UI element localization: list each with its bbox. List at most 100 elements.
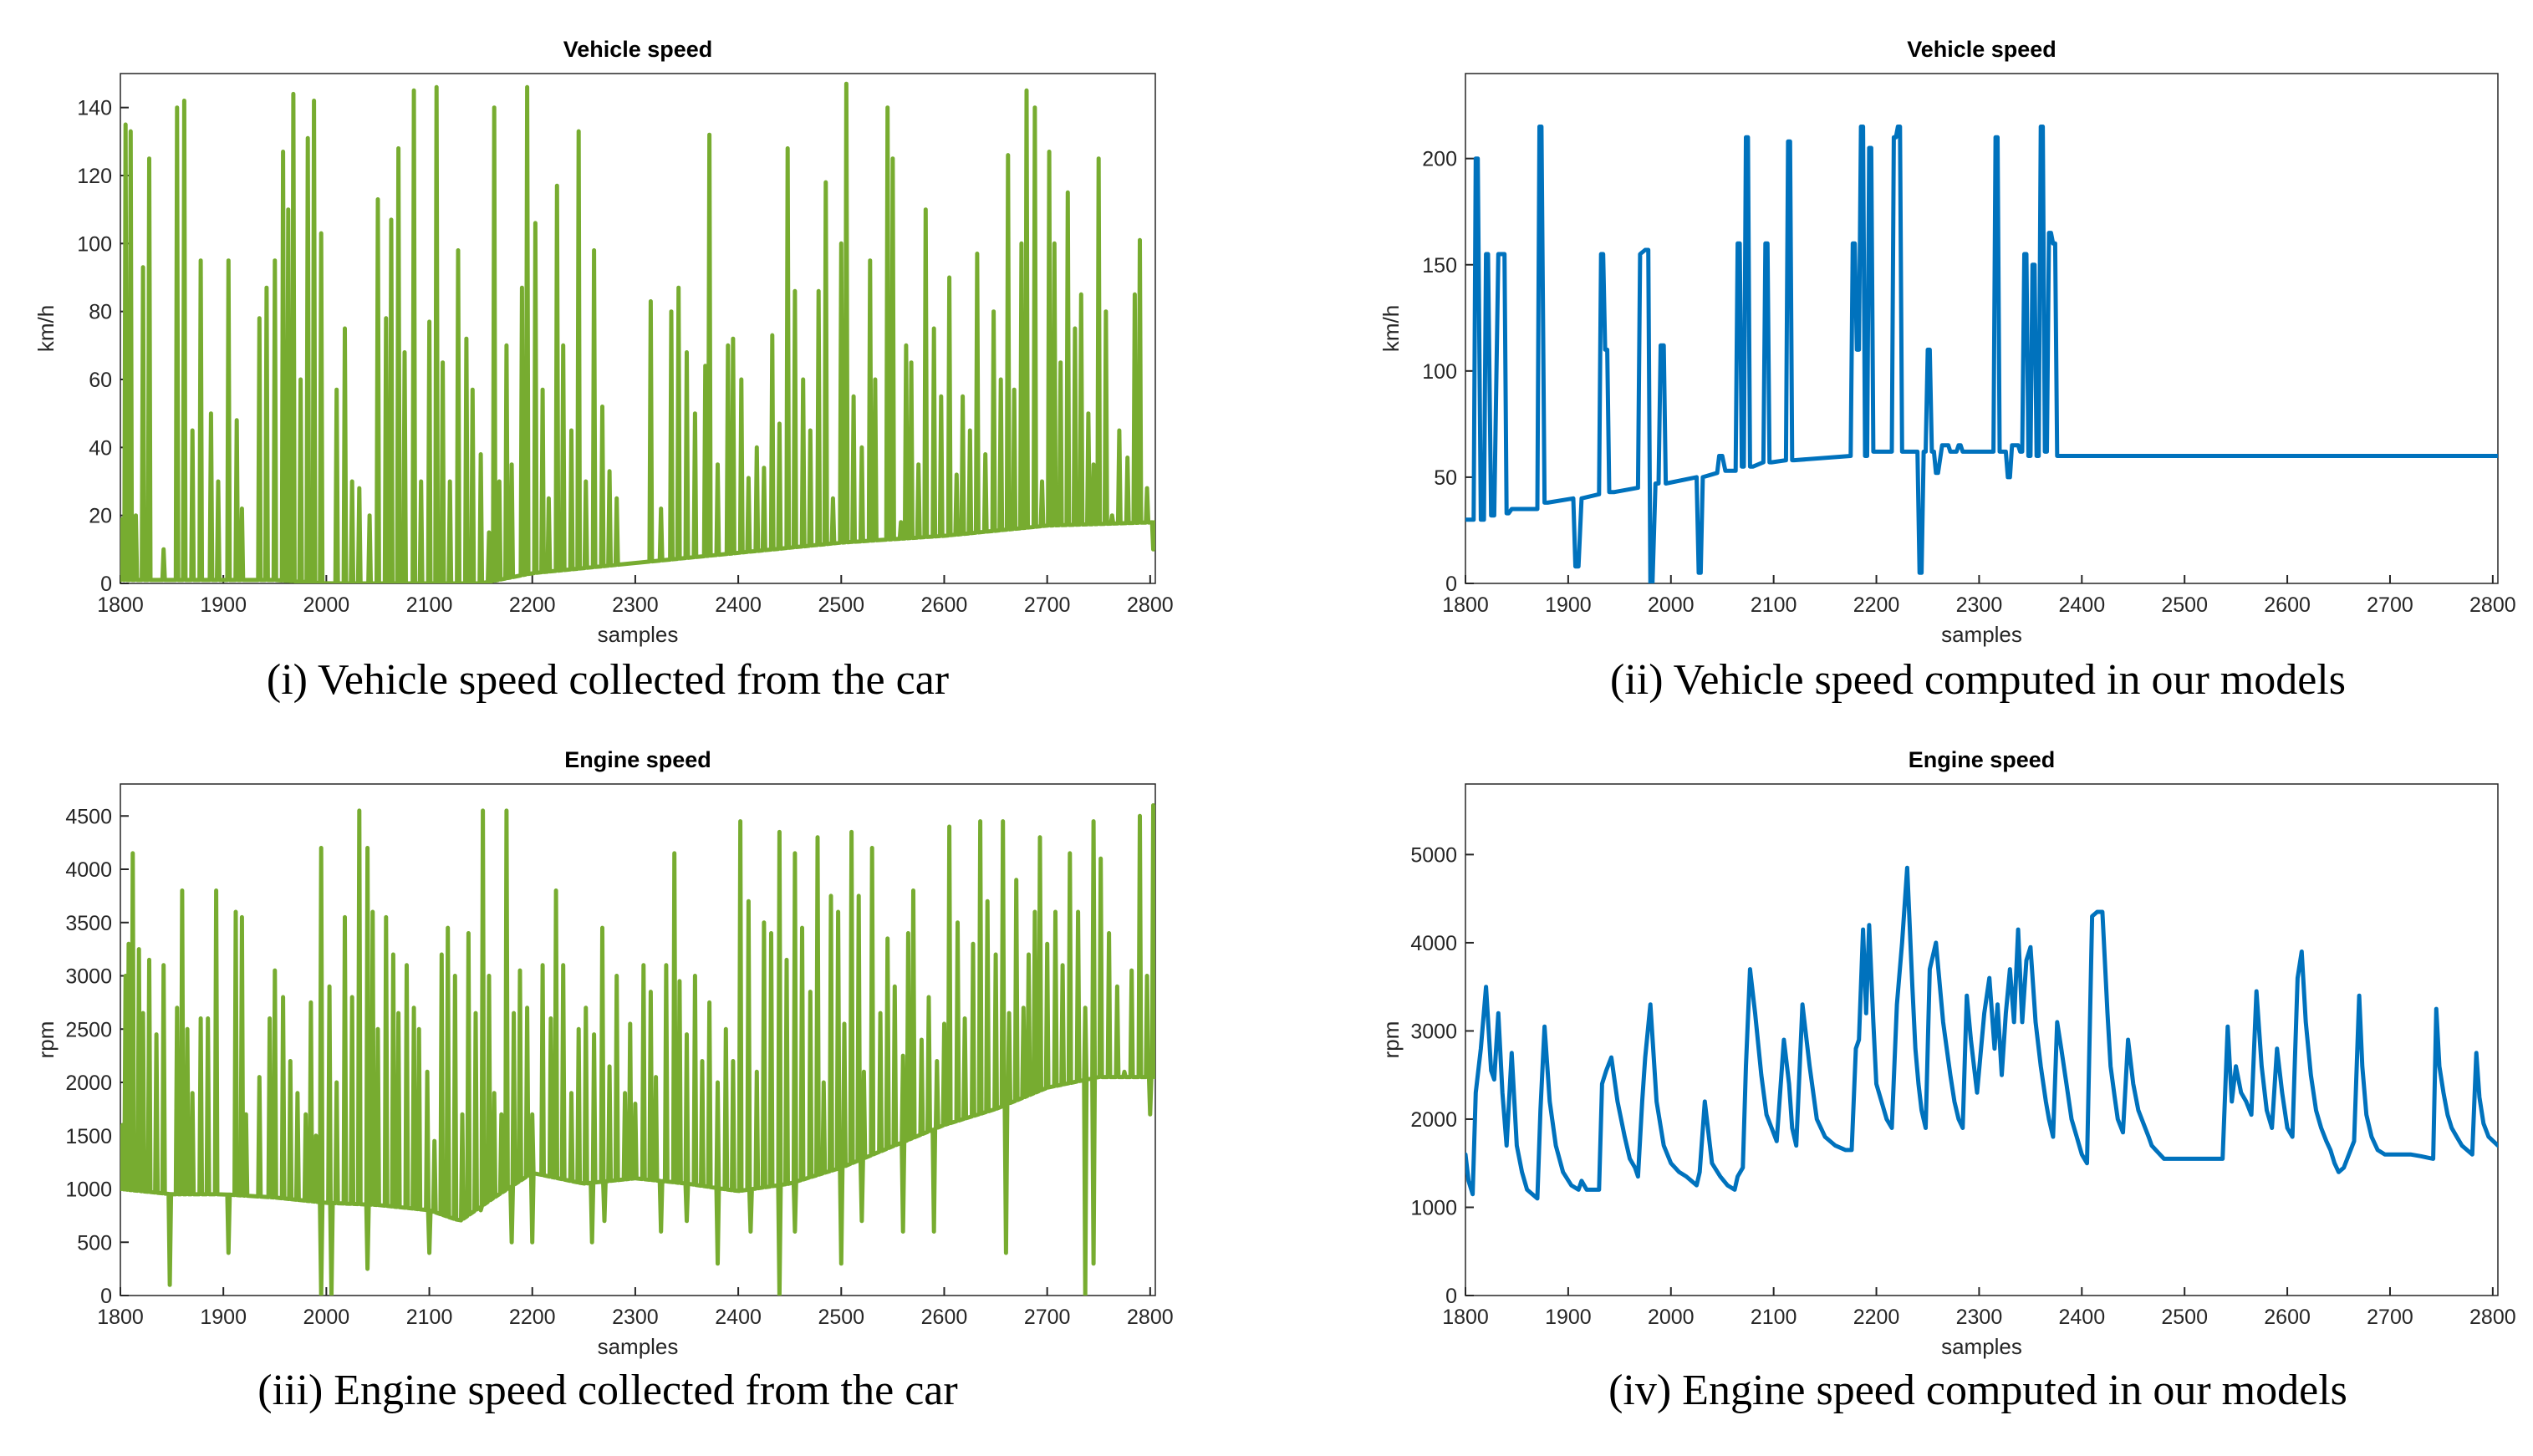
x-tick-label: 2200: [509, 593, 556, 617]
x-tick-label: 2800: [2469, 1306, 2516, 1329]
plot-frame: [1465, 783, 2499, 1296]
y-tick-label: 0: [100, 573, 112, 596]
y-tick-label: 4000: [1410, 932, 1457, 955]
x-tick-label: 2100: [1751, 1306, 1797, 1329]
x-tick-label: 2300: [612, 1306, 659, 1329]
x-tick-label: 2200: [509, 1306, 556, 1329]
y-axis-label: rpm: [1379, 1021, 1404, 1059]
x-tick-label: 2800: [1127, 1306, 1174, 1329]
x-tick-label: 2100: [406, 593, 453, 617]
y-tick-label: 4500: [65, 805, 112, 828]
x-tick-label: 2200: [1853, 1306, 1900, 1329]
plot-frame: [120, 73, 1156, 584]
y-axis-label: rpm: [33, 1021, 59, 1059]
x-tick-label: 2600: [921, 1306, 968, 1329]
y-tick-label: 3500: [65, 912, 112, 935]
y-tick-label: 3000: [65, 965, 112, 989]
x-tick-label: 2400: [2059, 593, 2106, 617]
x-tick-label: 2000: [303, 1306, 350, 1329]
x-axis-label: samples: [1941, 1334, 2022, 1359]
chart-title: Engine speed: [564, 747, 711, 772]
x-tick-label: 2400: [715, 593, 762, 617]
x-tick-label: 1800: [97, 1306, 144, 1329]
y-tick-label: 1000: [1410, 1196, 1457, 1219]
chart-title: Engine speed: [1909, 747, 2056, 772]
x-tick-label: 2600: [2264, 593, 2311, 617]
x-tick-label: 2100: [406, 1306, 453, 1329]
series-line: [120, 81, 1155, 583]
x-tick-label: 1900: [200, 593, 247, 617]
y-tick-label: 100: [1422, 360, 1457, 384]
panel-vehicle-speed-collected: Vehicle speed 1800 1900 2000 2100 2200 2300 240…: [33, 37, 1174, 704]
x-tick-label: 2400: [2059, 1306, 2106, 1329]
y-tick-label: 4000: [65, 858, 112, 882]
figure-caption: (iv) Engine speed computed in our models: [1608, 1367, 2347, 1414]
x-tick-label: 2500: [2161, 1306, 2208, 1329]
x-tick-label: 2700: [1024, 1306, 1071, 1329]
y-tick-label: 50: [1434, 466, 1457, 490]
x-tick-label: 1800: [1442, 593, 1489, 617]
x-tick-label: 2800: [1127, 593, 1174, 617]
x-tick-label: 2000: [1648, 593, 1695, 617]
y-tick-label: 120: [77, 165, 112, 188]
x-tick-label: 1800: [1442, 1306, 1489, 1329]
y-tick-label: 150: [1422, 254, 1457, 277]
y-tick-label: 0: [1445, 1285, 1457, 1308]
y-axis-label: km/h: [33, 305, 59, 352]
x-axis-label: samples: [1941, 622, 2022, 647]
chart-title: Vehicle speed: [563, 37, 713, 62]
y-axis-label: km/h: [1379, 305, 1404, 352]
panel-engine-speed-collected: Engine speed 1800 1900 2000 2100 2200 2300 2400…: [33, 747, 1174, 1414]
x-tick-label: 2700: [1024, 593, 1071, 617]
y-tick-label: 60: [89, 369, 112, 392]
y-tick-label: 500: [77, 1231, 112, 1255]
x-tick-label: 2300: [1956, 1306, 2003, 1329]
x-tick-label: 2500: [818, 593, 864, 617]
x-tick-label: 2300: [612, 593, 659, 617]
chart-title: Vehicle speed: [1907, 37, 2056, 62]
x-axis-label: samples: [598, 1334, 679, 1359]
figure-caption: (ii) Vehicle speed computed in our model…: [1610, 656, 2346, 704]
x-tick-label: 2800: [2469, 593, 2516, 617]
y-tick-label: 2000: [65, 1072, 112, 1095]
figure-caption: (i) Vehicle speed collected from the car: [267, 656, 949, 704]
y-tick-label: 100: [77, 232, 112, 256]
x-tick-label: 2100: [1751, 593, 1797, 617]
x-tick-label: 2200: [1853, 593, 1900, 617]
plot-frame: [1465, 73, 2499, 584]
x-tick-label: 2000: [1648, 1306, 1695, 1329]
y-tick-label: 20: [89, 505, 112, 528]
y-tick-label: 3000: [1410, 1020, 1457, 1043]
x-tick-label: 2700: [2367, 593, 2413, 617]
y-tick-label: 1000: [65, 1179, 112, 1202]
series-line: [120, 803, 1155, 1296]
y-tick-label: 80: [89, 301, 112, 324]
y-tick-label: 2000: [1410, 1108, 1457, 1132]
x-tick-label: 2600: [2264, 1306, 2311, 1329]
x-axis-label: samples: [598, 622, 679, 647]
y-tick-label: 5000: [1410, 843, 1457, 867]
panel-engine-speed-computed: Engine speed 1800 1900 2000 2100 2200 2300 2400…: [1379, 747, 2516, 1414]
x-tick-label: 1900: [1545, 1306, 1592, 1329]
x-tick-label: 2000: [303, 593, 350, 617]
x-tick-label: 1900: [1545, 593, 1592, 617]
x-tick-label: 1900: [200, 1306, 247, 1329]
x-tick-label: 2400: [715, 1306, 762, 1329]
x-tick-label: 2600: [921, 593, 968, 617]
y-tick-label: 200: [1422, 148, 1457, 171]
y-tick-label: 0: [100, 1285, 112, 1308]
y-tick-label: 2500: [65, 1018, 112, 1041]
series-line: [1465, 865, 2498, 1201]
series-line: [1465, 125, 2498, 583]
y-tick-label: 1500: [65, 1125, 112, 1148]
x-tick-label: 2500: [2161, 593, 2208, 617]
x-tick-label: 2700: [2367, 1306, 2413, 1329]
x-tick-label: 2300: [1956, 593, 2003, 617]
x-tick-label: 2500: [818, 1306, 864, 1329]
y-tick-label: 140: [77, 97, 112, 120]
figure-caption: (iii) Engine speed collected from the ca…: [257, 1367, 957, 1414]
y-tick-label: 40: [89, 436, 112, 460]
y-tick-label: 0: [1445, 573, 1457, 596]
